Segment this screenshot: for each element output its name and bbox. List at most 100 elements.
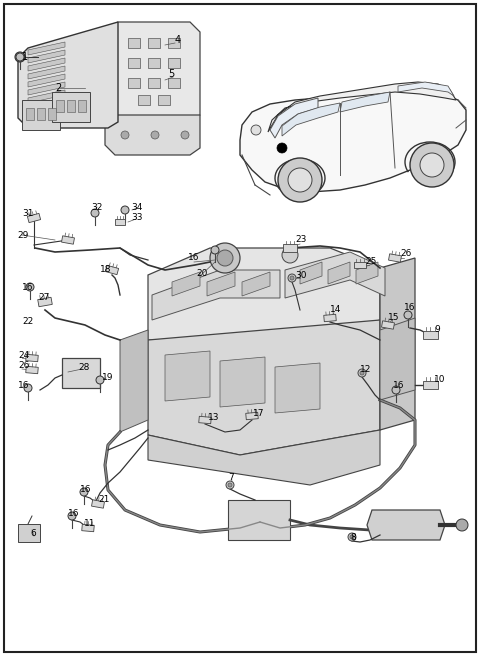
Polygon shape bbox=[172, 272, 200, 296]
Polygon shape bbox=[422, 331, 437, 339]
Circle shape bbox=[91, 209, 99, 217]
Text: 30: 30 bbox=[295, 270, 307, 279]
Text: 34: 34 bbox=[131, 203, 143, 211]
Circle shape bbox=[348, 533, 356, 541]
Text: 16: 16 bbox=[393, 380, 405, 390]
Polygon shape bbox=[27, 213, 41, 222]
Polygon shape bbox=[356, 262, 378, 284]
Text: 29: 29 bbox=[17, 230, 28, 239]
Polygon shape bbox=[82, 524, 94, 532]
Text: 27: 27 bbox=[38, 293, 49, 302]
Polygon shape bbox=[165, 351, 210, 401]
Polygon shape bbox=[152, 270, 280, 320]
Text: 31: 31 bbox=[22, 209, 34, 218]
Bar bbox=[168, 78, 180, 88]
Text: 26: 26 bbox=[400, 249, 411, 258]
Polygon shape bbox=[105, 115, 200, 155]
Text: 23: 23 bbox=[295, 236, 306, 245]
Polygon shape bbox=[52, 92, 90, 122]
Polygon shape bbox=[324, 314, 336, 321]
Text: 10: 10 bbox=[434, 375, 445, 384]
Bar bbox=[148, 58, 160, 68]
Polygon shape bbox=[108, 22, 200, 122]
Bar bbox=[67, 100, 75, 112]
Text: 11: 11 bbox=[84, 520, 96, 529]
Circle shape bbox=[226, 481, 234, 489]
Bar bbox=[18, 524, 40, 542]
Circle shape bbox=[96, 376, 104, 384]
Circle shape bbox=[350, 535, 354, 539]
Text: 20: 20 bbox=[196, 270, 207, 279]
Polygon shape bbox=[228, 500, 290, 540]
Circle shape bbox=[392, 386, 400, 394]
Polygon shape bbox=[240, 88, 466, 192]
Polygon shape bbox=[220, 357, 265, 407]
Polygon shape bbox=[199, 417, 211, 424]
Circle shape bbox=[151, 131, 159, 139]
Text: 26: 26 bbox=[18, 361, 29, 371]
Text: 16: 16 bbox=[22, 283, 34, 291]
Polygon shape bbox=[275, 363, 320, 413]
Bar bbox=[148, 38, 160, 48]
Polygon shape bbox=[242, 272, 270, 296]
Text: 14: 14 bbox=[330, 306, 341, 314]
Polygon shape bbox=[285, 252, 385, 298]
Circle shape bbox=[26, 283, 34, 291]
Circle shape bbox=[217, 250, 233, 266]
Circle shape bbox=[18, 55, 22, 59]
Polygon shape bbox=[382, 321, 395, 329]
Polygon shape bbox=[380, 258, 415, 430]
Text: 16: 16 bbox=[188, 253, 200, 262]
Polygon shape bbox=[28, 50, 65, 63]
Circle shape bbox=[16, 53, 24, 61]
Polygon shape bbox=[422, 381, 437, 389]
Bar bbox=[158, 95, 170, 105]
Circle shape bbox=[181, 131, 189, 139]
Polygon shape bbox=[328, 262, 350, 284]
Text: 15: 15 bbox=[388, 314, 399, 323]
Circle shape bbox=[420, 153, 444, 177]
Circle shape bbox=[456, 519, 468, 531]
Circle shape bbox=[15, 52, 25, 62]
Polygon shape bbox=[283, 245, 297, 252]
Circle shape bbox=[68, 512, 76, 520]
Polygon shape bbox=[38, 297, 52, 307]
Polygon shape bbox=[28, 90, 65, 103]
Bar bbox=[48, 108, 56, 120]
Polygon shape bbox=[22, 100, 60, 130]
Circle shape bbox=[277, 143, 287, 153]
Polygon shape bbox=[270, 98, 318, 138]
Polygon shape bbox=[207, 272, 235, 296]
Polygon shape bbox=[388, 254, 401, 262]
Text: 25: 25 bbox=[365, 258, 376, 266]
Bar bbox=[128, 58, 140, 68]
Text: 12: 12 bbox=[360, 365, 372, 375]
Circle shape bbox=[228, 483, 232, 487]
Text: 8: 8 bbox=[350, 533, 356, 541]
Text: 24: 24 bbox=[18, 350, 29, 359]
Bar bbox=[138, 95, 150, 105]
Polygon shape bbox=[398, 82, 454, 96]
Polygon shape bbox=[26, 366, 38, 374]
Circle shape bbox=[211, 246, 219, 254]
Circle shape bbox=[80, 488, 88, 496]
Text: 17: 17 bbox=[253, 409, 264, 417]
Polygon shape bbox=[148, 248, 380, 340]
Polygon shape bbox=[18, 22, 118, 128]
Text: 32: 32 bbox=[91, 203, 102, 211]
Circle shape bbox=[282, 247, 298, 263]
Bar bbox=[128, 78, 140, 88]
Circle shape bbox=[24, 384, 32, 392]
Polygon shape bbox=[246, 412, 258, 420]
Text: 21: 21 bbox=[98, 495, 109, 504]
Bar bbox=[168, 38, 180, 48]
Polygon shape bbox=[26, 354, 38, 361]
Circle shape bbox=[251, 125, 261, 135]
Polygon shape bbox=[28, 58, 65, 71]
Polygon shape bbox=[282, 103, 340, 136]
Bar bbox=[56, 100, 64, 112]
Circle shape bbox=[288, 168, 312, 192]
Text: 19: 19 bbox=[102, 373, 113, 382]
Text: 6: 6 bbox=[30, 529, 36, 539]
Circle shape bbox=[121, 131, 129, 139]
